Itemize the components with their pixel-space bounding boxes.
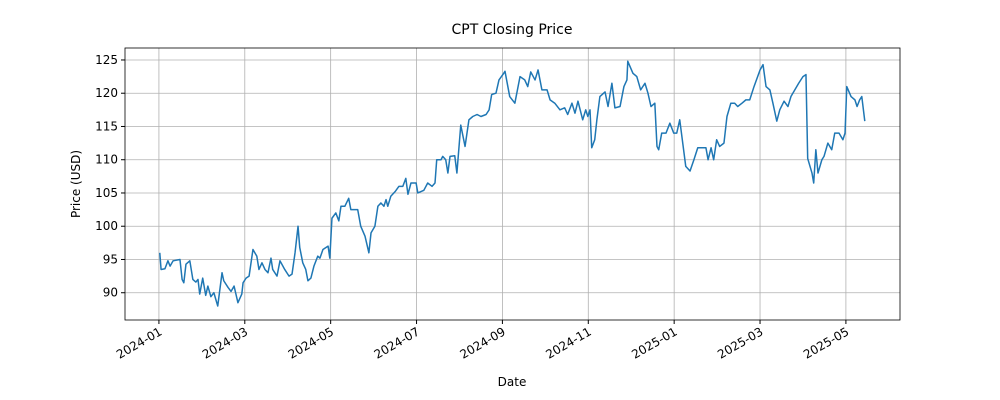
y-tick-label: 115 <box>95 119 118 133</box>
y-axis-label: Price (USD) <box>69 150 83 218</box>
y-tick-label: 125 <box>95 53 118 67</box>
axes-frame <box>124 47 901 321</box>
y-tick-label: 90 <box>103 286 118 300</box>
price-line <box>159 60 866 307</box>
x-axis-label: Date <box>498 375 527 389</box>
y-tick-label: 100 <box>95 219 118 233</box>
y-tick-label: 110 <box>95 153 118 167</box>
y-tick-label: 120 <box>95 86 118 100</box>
chart-title: CPT Closing Price <box>452 22 573 38</box>
y-tick-label: 95 <box>103 252 118 266</box>
y-tick-label: 105 <box>95 186 118 200</box>
